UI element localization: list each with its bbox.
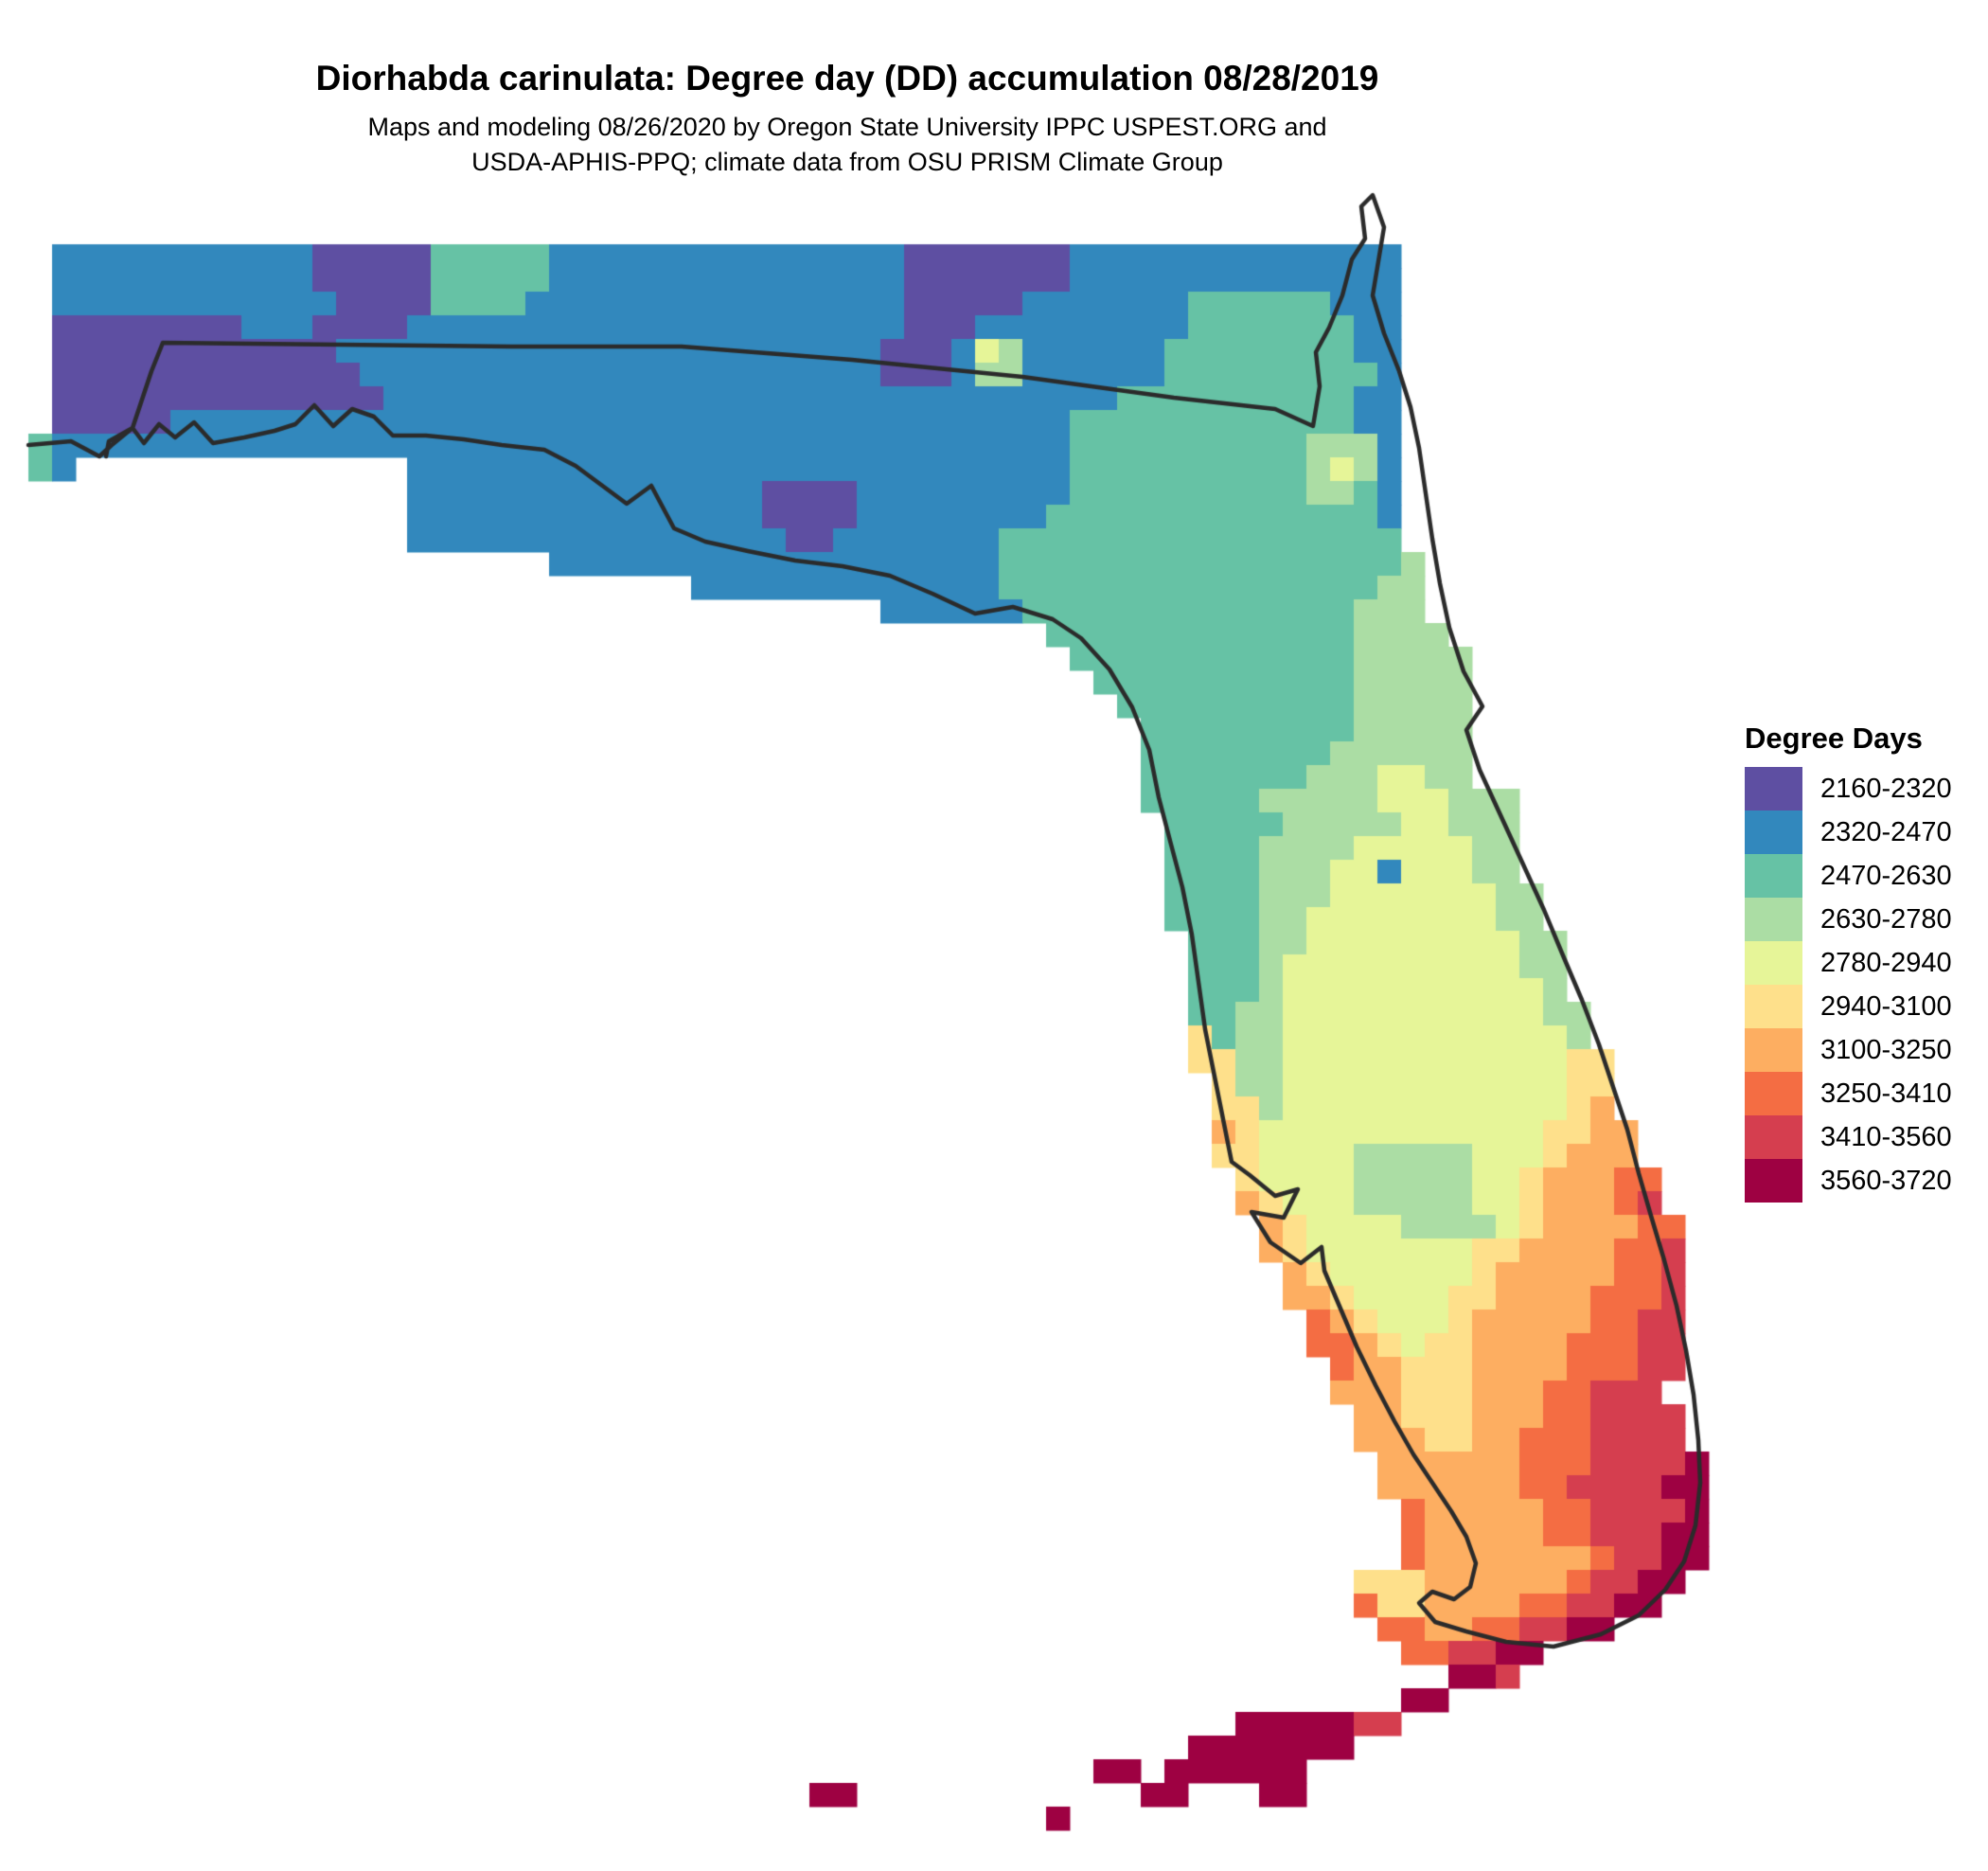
legend-entry: 2320-2470 [1745, 811, 1952, 854]
legend-entries: 2160-2320 2320-2470 2470-2630 2630-2780 2780… [1745, 767, 1952, 1203]
chart-header: Diorhabda carinulata: Degree day (DD) ac… [0, 59, 1695, 180]
legend-swatch [1745, 1028, 1802, 1072]
legend-swatch [1745, 985, 1802, 1028]
legend-swatch [1745, 854, 1802, 898]
legend-label: 2630-2780 [1820, 904, 1952, 935]
legend: Degree Days 2160-2320 2320-2470 2470-2630 2… [1745, 722, 1952, 1203]
legend-label: 3250-3410 [1820, 1078, 1952, 1109]
legend-entry: 2160-2320 [1745, 767, 1952, 811]
legend-label: 3410-3560 [1820, 1122, 1952, 1152]
chart-subtitle: Maps and modeling 08/26/2020 by Oregon S… [0, 110, 1695, 180]
legend-entry: 2940-3100 [1745, 985, 1952, 1028]
legend-label: 2160-2320 [1820, 774, 1952, 804]
legend-entry: 3410-3560 [1745, 1115, 1952, 1159]
legend-label: 3100-3250 [1820, 1035, 1952, 1065]
legend-entry: 2630-2780 [1745, 898, 1952, 941]
legend-swatch [1745, 941, 1802, 985]
legend-entry: 2780-2940 [1745, 941, 1952, 985]
legend-label: 2940-3100 [1820, 991, 1952, 1022]
chart-title: Diorhabda carinulata: Degree day (DD) ac… [315, 59, 1379, 98]
legend-label: 2320-2470 [1820, 817, 1952, 847]
legend-swatch [1745, 1159, 1802, 1203]
legend-entry: 3250-3410 [1745, 1072, 1952, 1115]
legend-label: 3560-3720 [1820, 1166, 1952, 1196]
legend-title: Degree Days [1745, 722, 1923, 755]
legend-swatch [1745, 1072, 1802, 1115]
legend-swatch [1745, 898, 1802, 941]
chart-subtitle-line2: USDA-APHIS-PPQ; climate data from OSU PR… [471, 148, 1223, 176]
legend-swatch [1745, 767, 1802, 811]
legend-entry: 3560-3720 [1745, 1159, 1952, 1203]
legend-swatch [1745, 811, 1802, 854]
legend-label: 2470-2630 [1820, 861, 1952, 891]
legend-entry: 3100-3250 [1745, 1028, 1952, 1072]
legend-entry: 2470-2630 [1745, 854, 1952, 898]
legend-swatch [1745, 1115, 1802, 1159]
legend-label: 2780-2940 [1820, 948, 1952, 978]
chart-subtitle-line1: Maps and modeling 08/26/2020 by Oregon S… [367, 113, 1327, 141]
